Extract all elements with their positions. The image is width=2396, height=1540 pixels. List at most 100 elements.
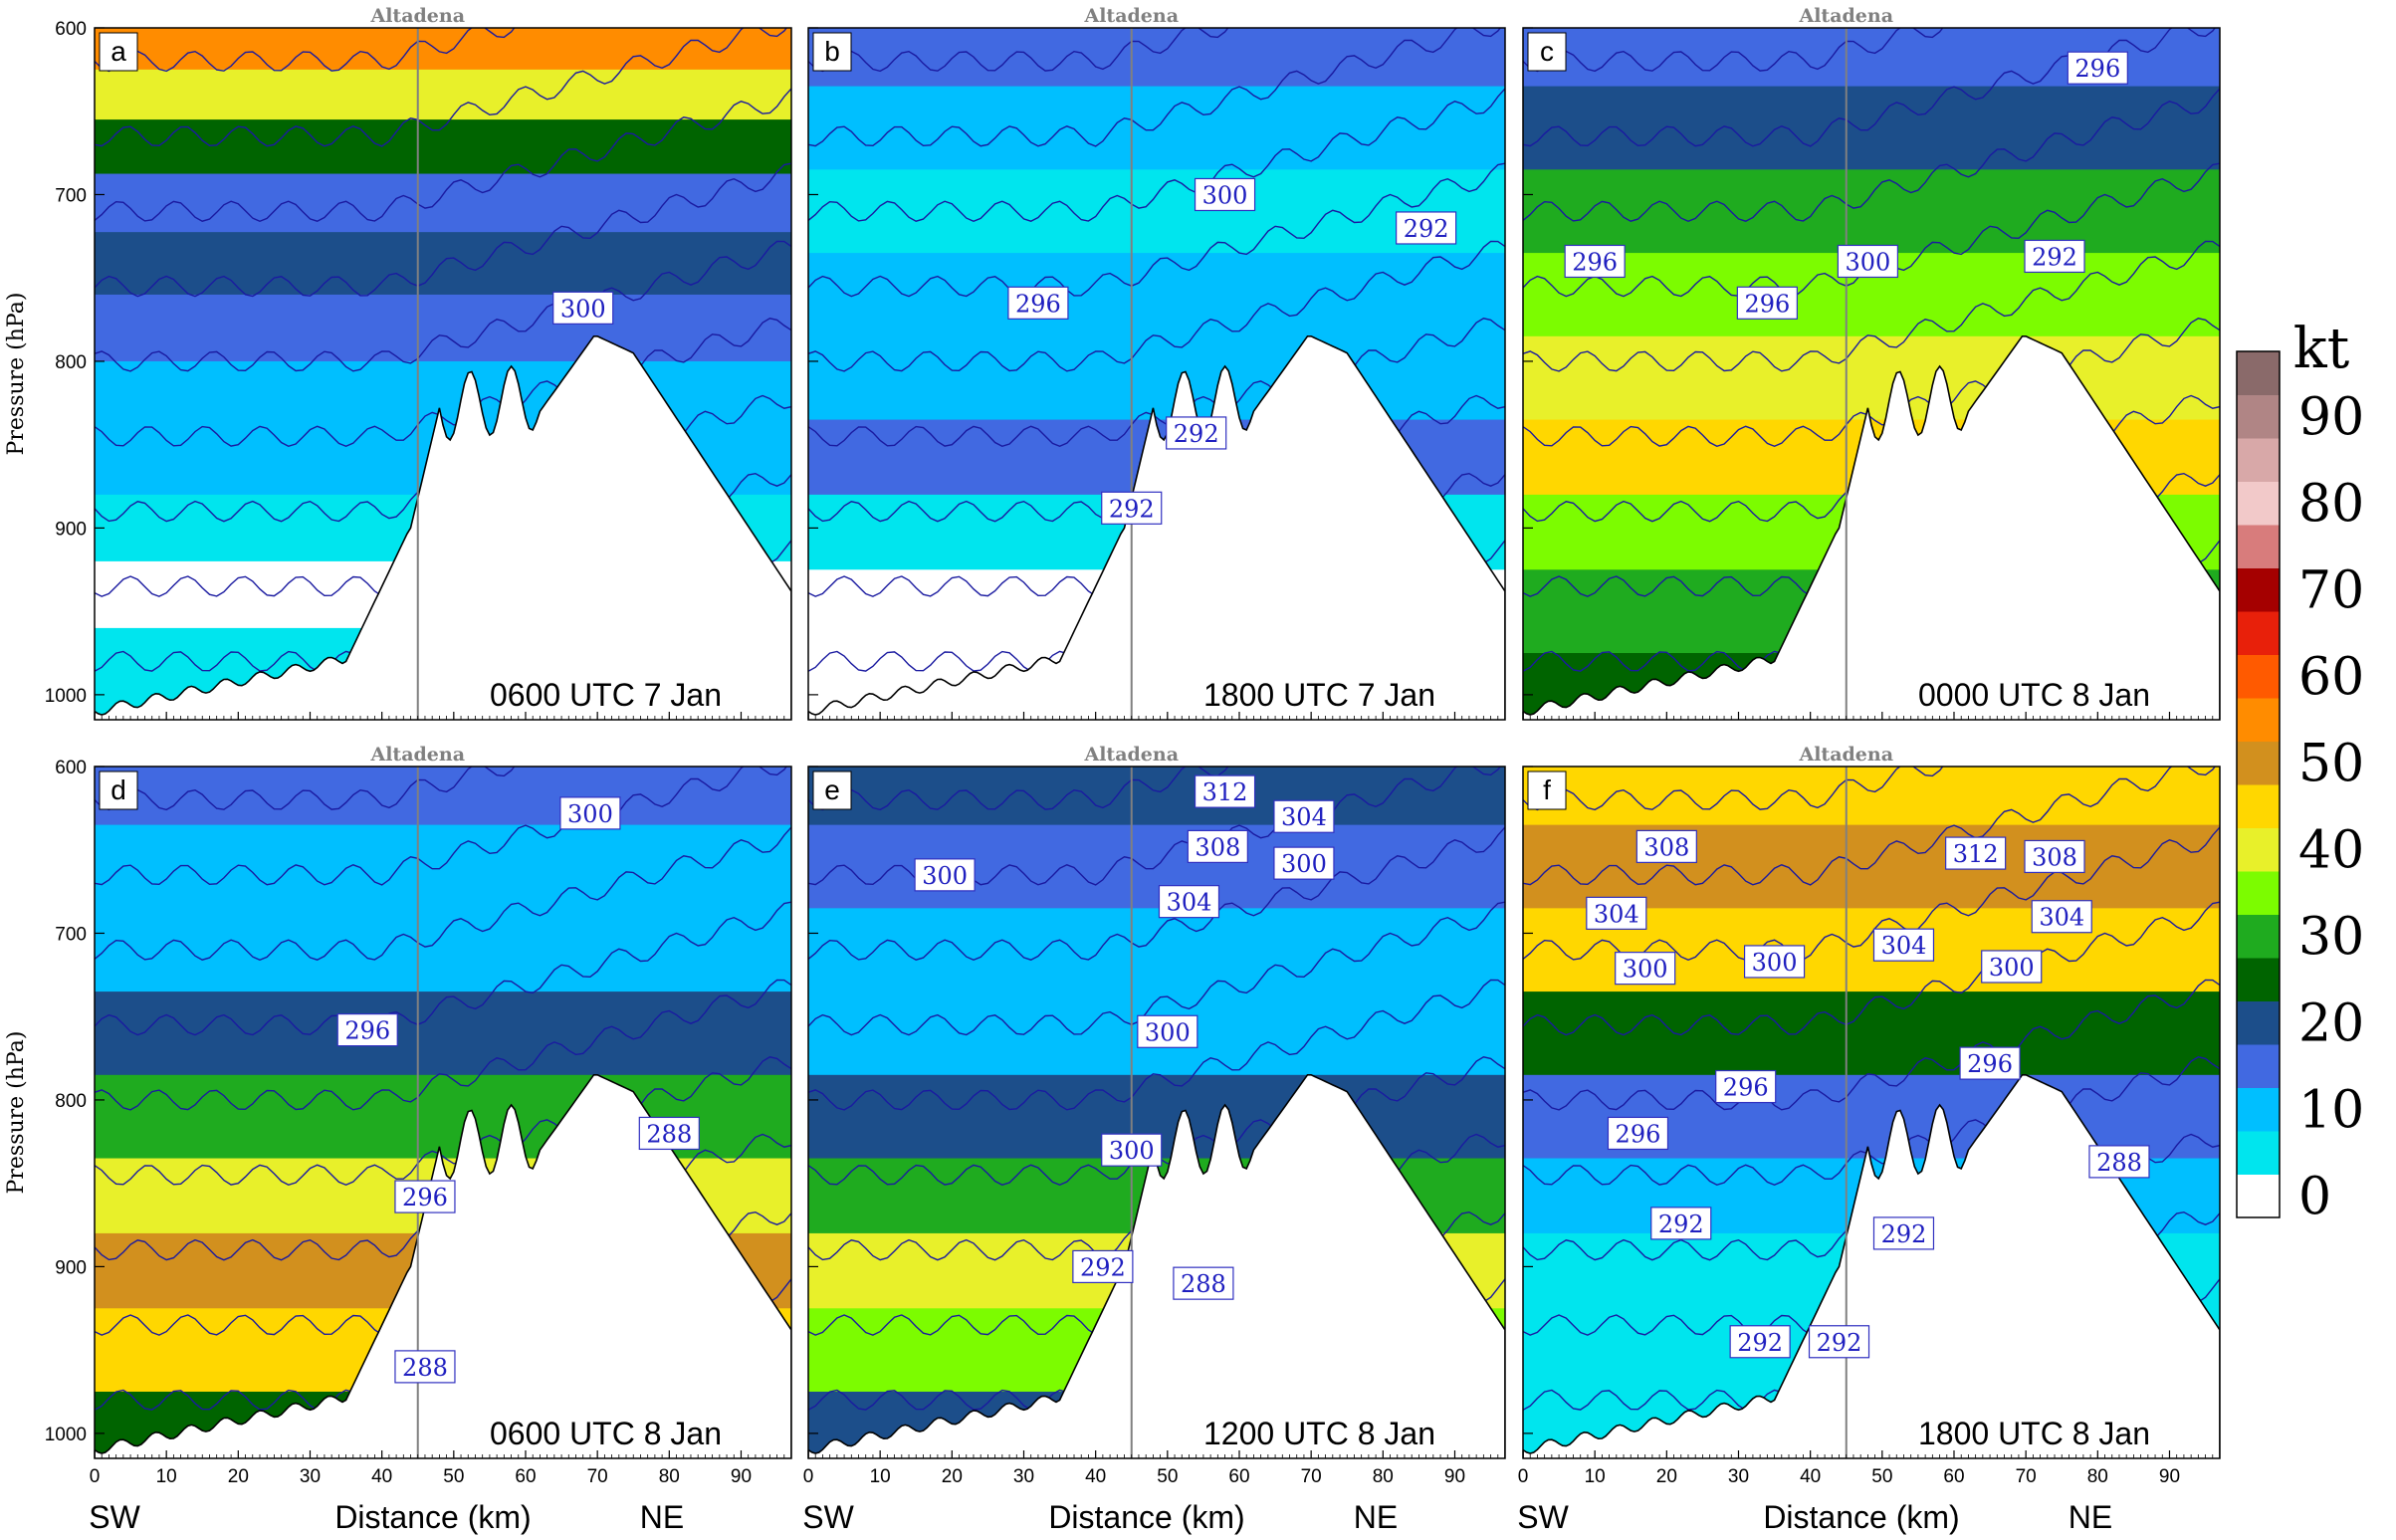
speed-band bbox=[1523, 169, 2220, 255]
panel-letter-box bbox=[1527, 32, 1567, 72]
x-tick-label: 40 bbox=[1800, 1466, 1821, 1487]
terrain bbox=[1523, 335, 2220, 720]
x-tick-label: 80 bbox=[1373, 1466, 1394, 1487]
contour-label: 292 bbox=[1881, 1220, 1927, 1248]
contour-label-box bbox=[1872, 1216, 1935, 1250]
isentrope-line bbox=[1523, 88, 2220, 223]
speed-band bbox=[808, 253, 1505, 337]
isentrope-line bbox=[95, 767, 788, 886]
isentrope-line bbox=[1523, 28, 1944, 73]
colorbar-label: 60 bbox=[2298, 647, 2364, 707]
x-end-right-label: NE bbox=[640, 1499, 684, 1535]
x-tick-label: 50 bbox=[1871, 1466, 1892, 1487]
contour-label-box bbox=[336, 1013, 398, 1047]
colorbar-frame bbox=[2236, 350, 2281, 1218]
isentrope-line bbox=[1523, 979, 2220, 1111]
wind-speed-field bbox=[95, 767, 791, 1458]
panel-letter-box bbox=[812, 770, 852, 810]
y-axis-label: Pressure (hPa) bbox=[4, 1031, 29, 1195]
contour-label: 292 bbox=[1817, 1329, 1862, 1357]
panel-time-label: 0000 UTC 8 Jan bbox=[1918, 677, 2150, 713]
colorbar-unit: kt bbox=[2293, 317, 2350, 381]
contour-label-box bbox=[1273, 799, 1335, 833]
contour-label-box bbox=[2031, 900, 2092, 934]
panel-letter: d bbox=[110, 774, 126, 805]
contour-label: 300 bbox=[1145, 1018, 1191, 1046]
panel-time-label: 0600 UTC 7 Jan bbox=[490, 677, 722, 713]
speed-band bbox=[1523, 824, 2220, 910]
colorbar-swatch bbox=[2237, 871, 2280, 915]
contour-label-box bbox=[1607, 1116, 1669, 1151]
altadena-label: Altadena bbox=[1798, 744, 1893, 766]
contour-label: 288 bbox=[2096, 1149, 2142, 1177]
contour-label-box bbox=[914, 858, 976, 892]
colorbar-label: 10 bbox=[2298, 1080, 2364, 1140]
panel-letter-box bbox=[1527, 770, 1567, 810]
isentrope-line bbox=[1523, 901, 2220, 1036]
speed-band bbox=[1523, 767, 2220, 826]
colorbar-swatch bbox=[2237, 351, 2280, 395]
isentrope-line bbox=[95, 826, 791, 962]
contour-label-box bbox=[1615, 952, 1676, 986]
speed-band bbox=[808, 169, 1505, 255]
contour-label: 300 bbox=[1281, 850, 1327, 878]
colorbar-label: 40 bbox=[2298, 820, 2364, 880]
altadena-label: Altadena bbox=[369, 5, 465, 27]
speed-band bbox=[808, 335, 1505, 421]
isentrope-line bbox=[95, 28, 516, 73]
speed-band bbox=[1523, 991, 2220, 1076]
contour-label: 304 bbox=[1881, 932, 1927, 960]
isentrope-line bbox=[808, 767, 1229, 811]
isentrope-line bbox=[1523, 767, 1944, 811]
isentrope-line bbox=[808, 240, 1505, 372]
contour-label-box bbox=[1101, 1133, 1163, 1167]
isentrope-line bbox=[808, 28, 1502, 147]
isentrope-line bbox=[95, 240, 791, 372]
terrain bbox=[95, 335, 791, 720]
contour-label-box bbox=[2067, 51, 2128, 85]
contour-label: 300 bbox=[1202, 181, 1248, 209]
panel-c: Altadena c 0000 UTC 8 Jan 296 296 300 292 296 bbox=[1522, 5, 2221, 721]
contour-label: 288 bbox=[402, 1354, 448, 1382]
x-tick-label: 80 bbox=[2087, 1466, 2108, 1487]
colorbar: kt 0 10 20 30 40 50 60 70 80 90 bbox=[2236, 317, 2364, 1226]
isentrope-line bbox=[808, 901, 1505, 1036]
contour-label: 288 bbox=[646, 1120, 692, 1148]
x-tick-label: 90 bbox=[1444, 1466, 1465, 1487]
colorbar-swatch bbox=[2237, 438, 2280, 482]
panel-frame bbox=[1522, 27, 2221, 721]
panel-time-label: 1800 UTC 8 Jan bbox=[1918, 1416, 2150, 1451]
contour-label-box bbox=[1945, 836, 2007, 870]
contour-label-box bbox=[1808, 1325, 1870, 1359]
colorbar-swatch bbox=[2237, 698, 2280, 742]
y-tick-label: 600 bbox=[55, 19, 87, 40]
contour-label: 308 bbox=[2032, 843, 2077, 871]
colorbar-label: 20 bbox=[2298, 993, 2364, 1053]
contour-label: 292 bbox=[1080, 1253, 1126, 1281]
contour-label: 288 bbox=[1181, 1270, 1226, 1298]
wind-speed-field bbox=[808, 767, 1505, 1458]
isentrope-line bbox=[95, 767, 516, 811]
isentrope-line bbox=[808, 318, 1505, 448]
contour-label: 296 bbox=[1616, 1120, 1661, 1148]
contour-label: 304 bbox=[1281, 803, 1327, 831]
isentrope-line bbox=[95, 318, 791, 448]
colorbar-label: 30 bbox=[2298, 907, 2364, 967]
x-tick-label: 50 bbox=[1157, 1466, 1178, 1487]
altadena-label: Altadena bbox=[1083, 5, 1179, 27]
x-tick-label: 70 bbox=[587, 1466, 608, 1487]
x-tick-label: 90 bbox=[2159, 1466, 2180, 1487]
contour-label-box bbox=[1650, 1207, 1712, 1240]
contour-label-box bbox=[1173, 1266, 1234, 1300]
speed-band bbox=[808, 767, 1505, 826]
speed-band bbox=[808, 28, 1505, 88]
panel-letter-box bbox=[99, 770, 138, 810]
panel-letter: e bbox=[824, 774, 840, 805]
colorbar-swatch bbox=[2237, 1044, 2280, 1088]
y-tick-label: 700 bbox=[55, 185, 87, 206]
contour-label: 300 bbox=[922, 862, 968, 890]
panel-time-label: 1200 UTC 8 Jan bbox=[1203, 1416, 1435, 1451]
isentrope-line bbox=[95, 28, 788, 147]
x-tick-label: 40 bbox=[371, 1466, 392, 1487]
